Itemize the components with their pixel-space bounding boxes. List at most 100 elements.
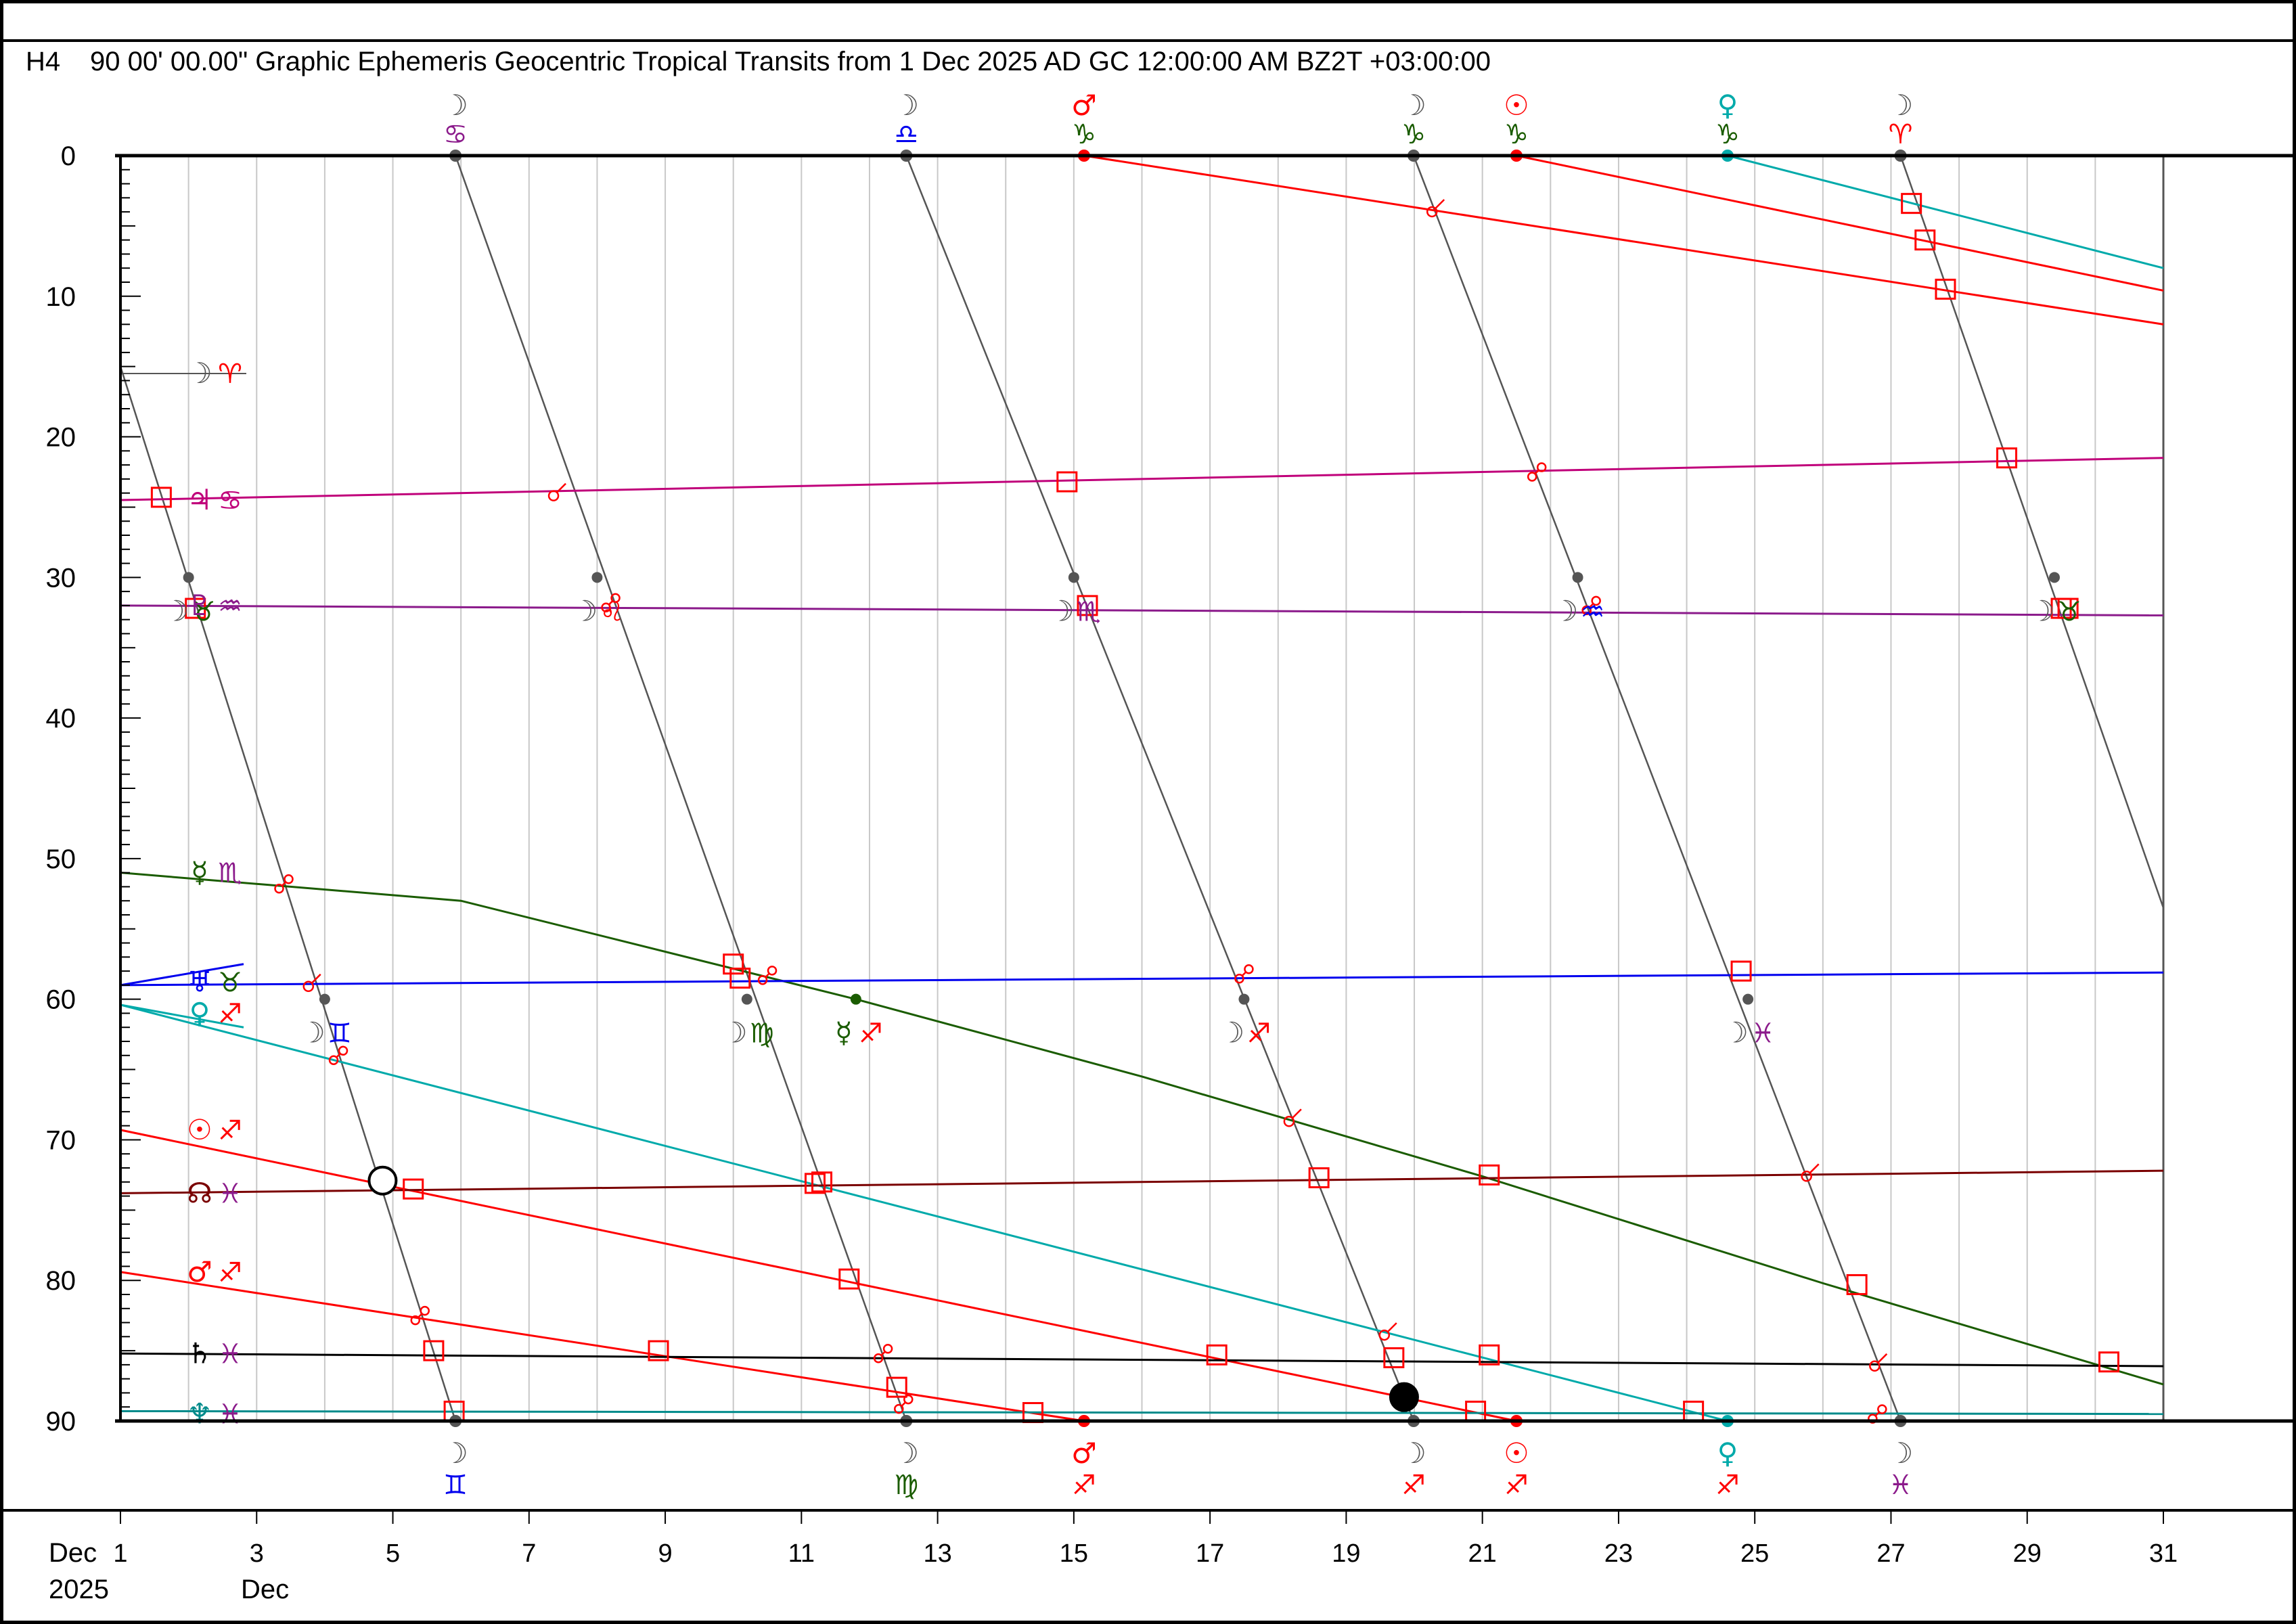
top-planet-glyph: ☽ [893, 89, 919, 122]
conjunction-circle [1283, 1116, 1295, 1127]
square-aspect-marker [150, 487, 172, 508]
y-tick-label: 30 [46, 563, 76, 593]
x-tick-label: 23 [1604, 1539, 1633, 1568]
square-aspect-marker [1077, 595, 1098, 616]
ingress-sign-glyph: ♌ [600, 596, 625, 627]
ingress-sign-glyph: ♐ [859, 1018, 883, 1050]
ingress-dot [850, 993, 861, 1005]
left-planet-glyph: ♀ [189, 996, 210, 1029]
left-planet-glyph: ☉ [187, 1113, 212, 1146]
opposition-circle [1527, 472, 1537, 482]
series-saturn [120, 1352, 2164, 1368]
square-aspect-marker [423, 1340, 445, 1361]
square-aspect-marker [838, 1268, 860, 1290]
title-bar [0, 0, 2296, 42]
left-sign-glyph: ♒ [218, 591, 242, 622]
opposition-circle [338, 1045, 348, 1056]
conjunction-stem [1435, 199, 1445, 209]
opposition-stem [336, 1052, 341, 1058]
conjunction-stem [311, 973, 321, 984]
ingress-planet-glyph: ☽ [722, 1016, 748, 1050]
left-sign-glyph: ♓ [218, 1338, 242, 1370]
x-tick-label: 25 [1740, 1539, 1769, 1568]
series-moon [1899, 155, 2165, 909]
conjunction-circle [302, 980, 315, 993]
square-aspect-marker [403, 1178, 424, 1200]
top-sign-glyph: ♑ [1401, 119, 1426, 150]
bottom-planet-glyph: ♀ [1717, 1437, 1738, 1470]
square-aspect-marker [1479, 1164, 1500, 1186]
x-tick-label: 9 [658, 1539, 672, 1568]
ingress-planet-glyph: ☽ [1049, 594, 1075, 627]
top-sign-glyph: ♋ [443, 119, 468, 150]
conjunction-aspect-marker [1801, 1163, 1820, 1182]
x-tick-label: 21 [1468, 1539, 1497, 1568]
series-mercury [120, 872, 2164, 1386]
conjunction-circle [1869, 1360, 1881, 1372]
top-sign-glyph: ♈ [1889, 119, 1913, 150]
opposition-circle [1868, 1414, 1878, 1424]
square-aspect-marker [1730, 960, 1752, 982]
conjunction-circle [1378, 1329, 1391, 1341]
chart-title: 90 00' 00.00" Graphic Ephemeris Geocentr… [90, 47, 1491, 76]
x-axis-start-month: Dec [241, 1575, 289, 1604]
square-aspect-marker [1846, 1273, 1868, 1295]
opposition-aspect-marker [757, 966, 778, 985]
left-sign-glyph: ♈ [218, 359, 242, 390]
square-aspect-marker [185, 597, 206, 619]
square-aspect-marker [1206, 1344, 1228, 1366]
opposition-stem [880, 1351, 886, 1357]
ingress-planet-glyph: ☽ [1723, 1016, 1749, 1050]
series-sun [1516, 154, 2164, 292]
conjunction-aspect-marker [547, 482, 566, 501]
series-sun [120, 1129, 1517, 1422]
conjunction-stem [1387, 1322, 1397, 1332]
square-aspect-marker [811, 1171, 833, 1193]
square-aspect-marker [1935, 278, 1956, 300]
left-sign-glyph: ♐ [218, 1257, 242, 1288]
conjunction-circle [1801, 1171, 1812, 1182]
ingress-sign-glyph: ♉ [192, 596, 216, 627]
x-axis-month: Dec [49, 1538, 97, 1568]
venus-start-hook [120, 1003, 244, 1029]
series-neptune [120, 1409, 2164, 1416]
conjunction-aspect-marker [1378, 1322, 1397, 1341]
y-tick-label: 70 [46, 1125, 76, 1155]
left-sign-glyph: ♉ [218, 968, 242, 999]
left-planet-glyph: ☿ [191, 856, 208, 889]
x-tick-label: 5 [386, 1539, 400, 1568]
opposition-circle [882, 1344, 893, 1354]
ingress-planet-glyph: ☽ [164, 594, 189, 627]
top-sign-glyph: ♑ [1072, 119, 1096, 150]
x-tick-label: 3 [250, 1539, 264, 1568]
square-aspect-marker [1056, 471, 1078, 493]
x-tick-label: 31 [2149, 1539, 2178, 1568]
left-planet-glyph: ☊ [187, 1176, 212, 1209]
opposition-aspect-marker [1527, 462, 1547, 482]
top-planet-glyph: ☽ [1401, 89, 1426, 122]
series-north-node [120, 1169, 2164, 1194]
square-aspect-marker [2098, 1351, 2119, 1373]
left-planet-glyph: ♇ [187, 589, 212, 622]
opposition-circle [328, 1055, 339, 1066]
y-tick-label: 20 [46, 423, 76, 453]
conjunction-stem [1292, 1108, 1302, 1119]
top-planet-glyph: ☽ [443, 89, 468, 122]
opposition-aspect-marker [274, 874, 294, 894]
opposition-aspect-marker [1581, 595, 1601, 616]
opposition-aspect-marker [601, 593, 621, 612]
opposition-stem [608, 600, 614, 606]
opposition-stem [765, 972, 770, 978]
ingress-planet-glyph: ☽ [2029, 594, 2055, 627]
ingress-dot [1238, 993, 1250, 1005]
bottom-sign-glyph: ♐ [1401, 1470, 1426, 1501]
ingress-planet-glyph: ☽ [1553, 594, 1579, 627]
opposition-circle [1581, 605, 1592, 616]
ingress-dot [1572, 572, 1583, 583]
series-pluto [120, 604, 2164, 616]
full-moon-marker [367, 1165, 398, 1196]
left-planet-glyph: ♂ [187, 1255, 212, 1288]
square-aspect-marker [648, 1340, 669, 1361]
x-tick-label: 11 [788, 1539, 815, 1568]
